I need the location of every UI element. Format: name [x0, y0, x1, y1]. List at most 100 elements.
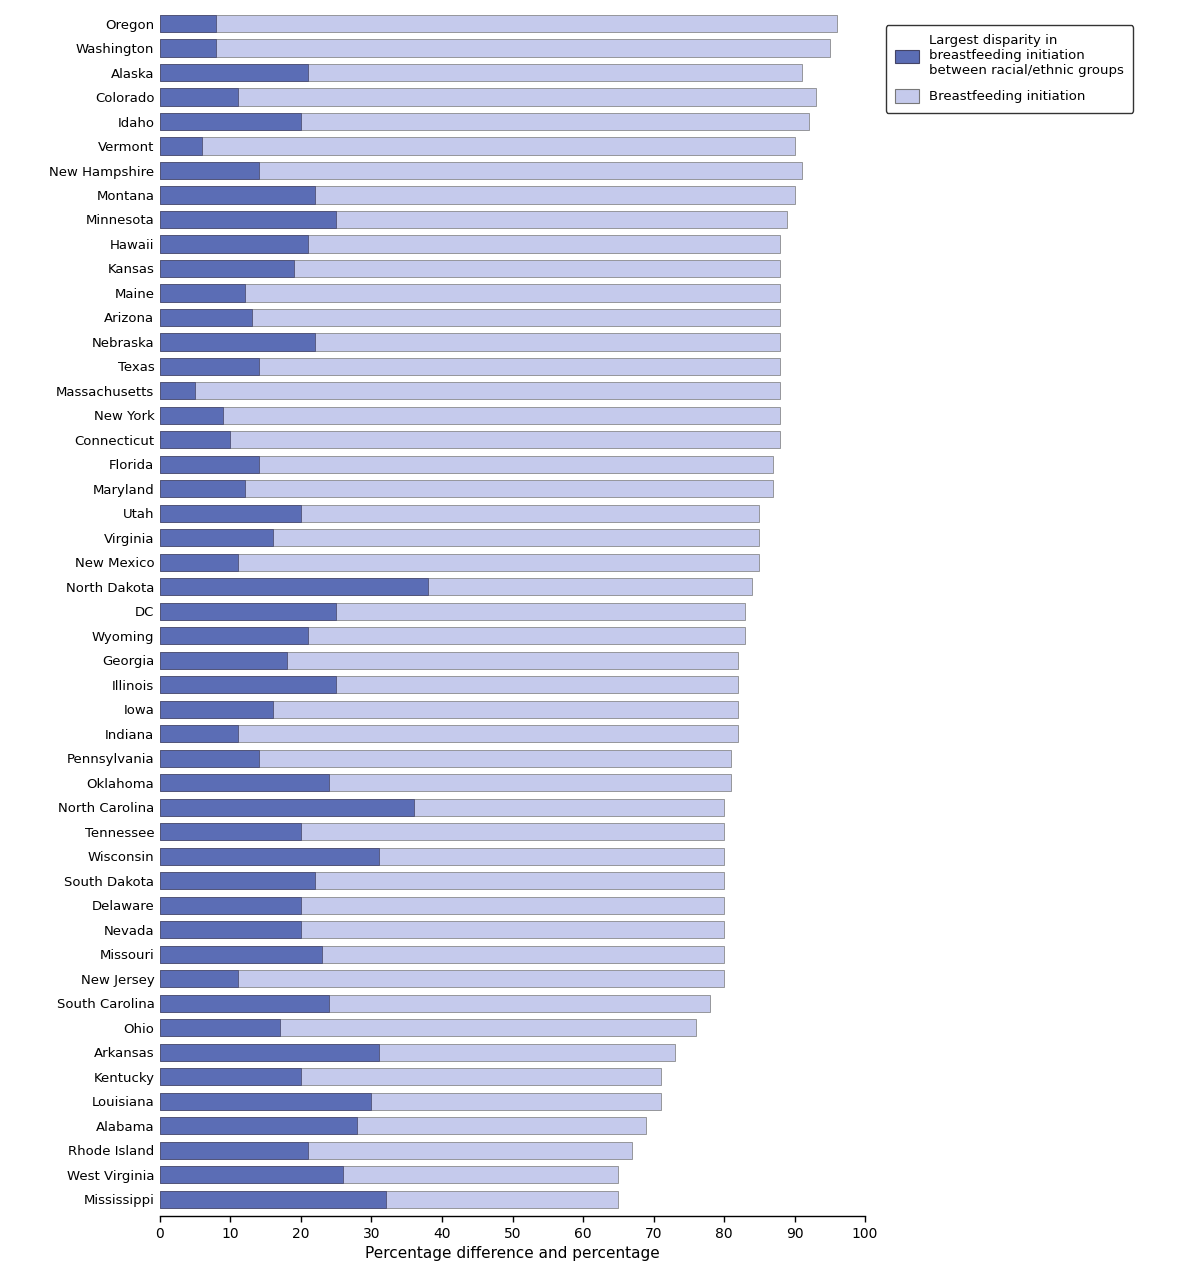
Bar [160, 970, 237, 987]
Bar [160, 750, 258, 767]
Bar [160, 1190, 385, 1207]
Bar [160, 553, 237, 571]
Bar [160, 946, 322, 963]
Bar [160, 431, 781, 448]
Bar [160, 873, 315, 889]
Bar [160, 1044, 378, 1060]
Bar [160, 602, 337, 620]
Bar [160, 700, 273, 718]
Bar [160, 456, 774, 472]
Bar [160, 89, 237, 106]
Bar [160, 333, 781, 350]
Bar [160, 211, 788, 228]
Bar [160, 1117, 647, 1134]
Bar [160, 284, 244, 301]
Bar [160, 40, 217, 57]
Bar [160, 480, 244, 498]
Bar [160, 162, 801, 179]
Bar [160, 970, 724, 987]
Bar [160, 431, 230, 448]
Bar [160, 946, 724, 963]
Bar [160, 358, 781, 375]
Bar [160, 260, 781, 277]
Bar [160, 15, 837, 32]
Bar [160, 1019, 280, 1036]
Bar [160, 1044, 674, 1060]
Bar [160, 15, 217, 32]
Bar [160, 505, 760, 523]
Bar [160, 309, 251, 326]
Bar [160, 1166, 344, 1183]
Bar [160, 1142, 633, 1158]
Bar [160, 89, 815, 106]
Bar [160, 138, 203, 154]
Bar [160, 162, 258, 179]
Bar [160, 456, 258, 472]
Bar [160, 138, 794, 154]
Bar [160, 799, 414, 816]
Bar [160, 1142, 308, 1158]
Bar [160, 382, 781, 399]
Bar [160, 627, 308, 645]
Bar [160, 651, 738, 669]
Bar [160, 578, 752, 596]
Bar [160, 505, 301, 523]
Bar [160, 799, 724, 816]
Bar [160, 921, 724, 938]
Bar [160, 725, 738, 743]
Bar [160, 64, 308, 81]
Bar [160, 824, 301, 840]
Bar [160, 1093, 372, 1109]
Bar [160, 1068, 660, 1085]
Bar [160, 995, 710, 1012]
Bar [160, 187, 315, 203]
Bar [160, 848, 724, 865]
Bar [160, 236, 308, 252]
Bar [160, 848, 378, 865]
Bar [160, 309, 781, 326]
Bar [160, 775, 329, 792]
Bar [160, 113, 808, 130]
Bar [160, 775, 731, 792]
Bar [160, 236, 781, 252]
Bar [160, 824, 724, 840]
Bar [160, 382, 196, 399]
Bar [160, 897, 724, 914]
Bar [160, 40, 830, 57]
Bar [160, 700, 738, 718]
Bar [160, 602, 745, 620]
Bar [160, 358, 258, 375]
Bar [160, 651, 287, 669]
Bar [160, 1190, 619, 1207]
Bar [160, 211, 337, 228]
Bar [160, 553, 760, 571]
Bar [160, 333, 315, 350]
Bar [160, 750, 731, 767]
Bar [160, 627, 745, 645]
Legend: Largest disparity in
breastfeeding initiation
between racial/ethnic groups, Brea: Largest disparity in breastfeeding initi… [885, 26, 1133, 113]
Bar [160, 1166, 619, 1183]
Bar [160, 284, 781, 301]
Bar [160, 113, 301, 130]
Bar [160, 725, 237, 743]
Bar [160, 897, 301, 914]
Bar [160, 529, 760, 547]
Bar [160, 260, 294, 277]
Bar [160, 578, 428, 596]
Bar [160, 921, 301, 938]
Bar [160, 1019, 696, 1036]
Bar [160, 407, 781, 423]
Bar [160, 529, 273, 547]
Bar [160, 676, 337, 694]
Bar [160, 1068, 301, 1085]
Bar [160, 1093, 660, 1109]
Bar [160, 64, 801, 81]
X-axis label: Percentage difference and percentage: Percentage difference and percentage [365, 1246, 660, 1261]
Bar [160, 995, 329, 1012]
Bar [160, 1117, 358, 1134]
Bar [160, 873, 724, 889]
Bar [160, 480, 774, 498]
Bar [160, 407, 224, 423]
Bar [160, 187, 794, 203]
Bar [160, 676, 738, 694]
